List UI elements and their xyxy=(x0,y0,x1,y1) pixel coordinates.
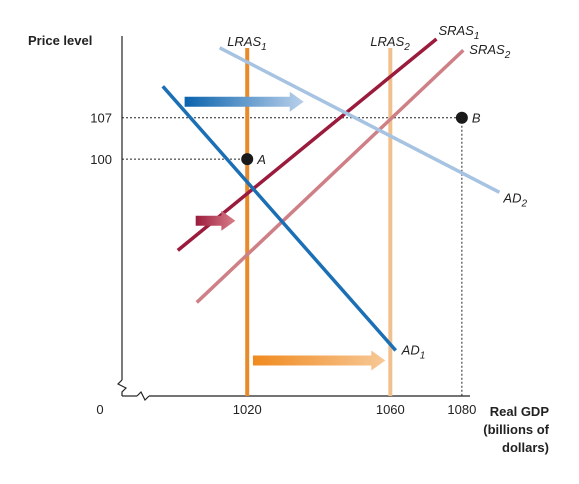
sras1-label-sub: 1 xyxy=(474,31,480,42)
ad2-label: AD2 xyxy=(502,190,527,209)
point-b-label: B xyxy=(472,111,481,126)
sras1-label: SRAS1 xyxy=(438,23,479,42)
y-tick-100: 100 xyxy=(90,152,112,167)
shift-arrows xyxy=(184,91,386,371)
point-a xyxy=(241,153,254,166)
x-tick-1020: 1020 xyxy=(233,402,262,417)
ad2-label-sub: 2 xyxy=(520,198,527,209)
x-tick-1060: 1060 xyxy=(376,402,405,417)
ad1-label-sub: 1 xyxy=(420,350,426,361)
ad-shift-arrow xyxy=(184,91,304,112)
x-tick-1080: 1080 xyxy=(447,402,476,417)
lras1-label-text: LRAS xyxy=(227,34,261,49)
x-axis-title-line-1: Real GDP xyxy=(490,404,550,419)
labels: Price level 0 Real GDP (billions of doll… xyxy=(28,23,550,455)
sras1-label-text: SRAS xyxy=(438,23,474,38)
lras2-label-text: LRAS xyxy=(370,34,404,49)
ad1-label-text: AD xyxy=(401,342,420,357)
lras2-label-sub: 2 xyxy=(403,42,410,53)
lras2-label: LRAS2 xyxy=(370,34,410,53)
sras2-label-sub: 2 xyxy=(504,50,511,61)
ad2-curve xyxy=(218,46,501,194)
equilibrium-points xyxy=(241,111,468,166)
origin-label: 0 xyxy=(96,402,103,417)
point-b xyxy=(455,111,468,124)
x-axis-title-line-3: dollars) xyxy=(502,440,549,455)
lras-shift-arrow xyxy=(252,350,386,371)
lras1-label: LRAS1 xyxy=(227,34,267,53)
y-tick-107: 107 xyxy=(90,111,112,126)
ad2-label-text: AD xyxy=(502,190,521,205)
x-axis-break xyxy=(136,390,150,402)
ad1-curve xyxy=(161,85,397,352)
sras-shift-arrow xyxy=(195,210,236,231)
sras2-label-text: SRAS xyxy=(469,42,505,57)
curves xyxy=(161,37,501,396)
axes xyxy=(116,36,470,402)
point-a-label: A xyxy=(256,152,266,167)
ad1-label: AD1 xyxy=(401,342,426,361)
sras1-curve xyxy=(176,37,438,252)
y-axis-title: Price level xyxy=(28,33,92,48)
lras1-label-sub: 1 xyxy=(261,42,267,53)
sras2-label: SRAS2 xyxy=(469,42,510,61)
y-axis-break xyxy=(116,379,128,396)
sras2-curve xyxy=(195,48,465,304)
x-axis-title-line-2: (billions of xyxy=(483,422,549,437)
